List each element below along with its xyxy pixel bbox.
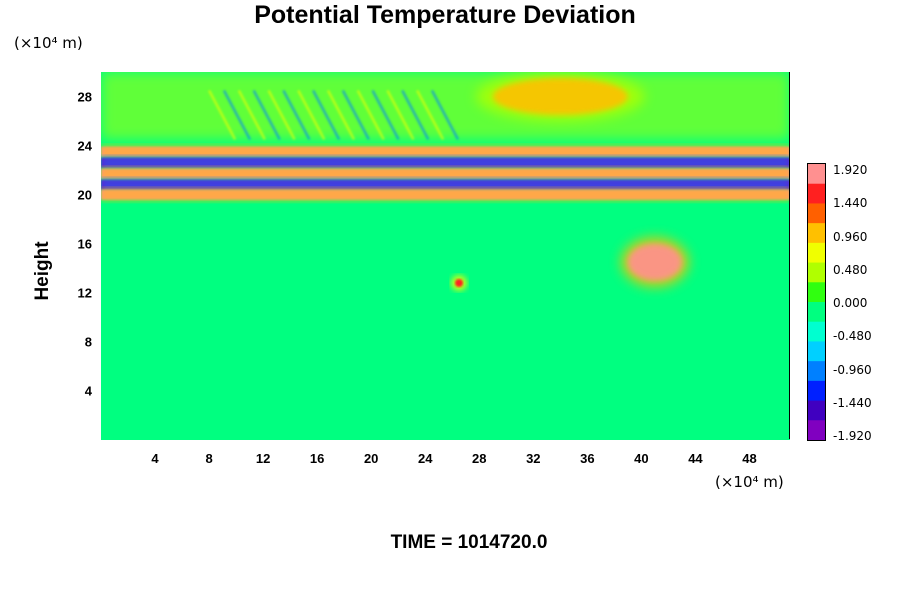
x-tick-label: 20: [363, 451, 379, 466]
x-tick-label: 24: [418, 451, 433, 466]
colorbar-tick-label: 1.920: [833, 163, 868, 177]
colorbar-tick-label: 0.960: [833, 229, 868, 244]
feature-band-edge: [101, 155, 790, 170]
colorbar-swatch: [808, 282, 825, 303]
x-tick-label: 4: [151, 451, 159, 466]
x-tick-label: 32: [526, 451, 541, 466]
colorbar-swatch: [808, 164, 825, 185]
colorbar-swatch: [808, 242, 825, 264]
y-tick-label: 8: [84, 334, 92, 350]
y-tick-label: 28: [77, 89, 92, 105]
feature-band-edge: [101, 187, 790, 202]
wave-stripe: [386, 89, 415, 141]
colorbar-tick-label: 1.440: [833, 196, 868, 211]
colorbar-swatch: [808, 223, 825, 244]
y-tick-label: 16: [77, 236, 92, 252]
colorbar-swatch: [808, 302, 825, 323]
upper-layer-tint: [101, 72, 790, 140]
y-axis-unit: (×10⁴ m): [14, 34, 83, 52]
colorbar-swatch: [808, 361, 825, 382]
colorbar-tick-label: 0.000: [833, 296, 868, 310]
x-tick-label: 44: [688, 451, 703, 466]
wave-stripe: [297, 89, 326, 141]
wave-stripe: [356, 89, 385, 141]
x-tick-label: 40: [634, 451, 649, 466]
wave-stripe: [401, 89, 430, 141]
colorbar-tick-label: -1.920: [833, 429, 872, 443]
lower-layer-tint: [101, 206, 790, 440]
colorbar-swatch: [808, 400, 825, 421]
wave-stripe: [326, 89, 356, 141]
heatmap-field: [101, 72, 790, 440]
colorbar-swatch: [808, 380, 825, 402]
wave-stripe: [371, 89, 400, 141]
feature-core: [455, 278, 464, 287]
chart-title: Potential Temperature Deviation: [254, 1, 636, 29]
plot-area: [101, 72, 790, 440]
feature-core: [627, 243, 682, 281]
colorbar-swatch: [808, 321, 825, 342]
wave-stripe: [267, 89, 296, 141]
wave-stripe: [282, 89, 311, 141]
y-tick-label: 20: [77, 187, 92, 203]
colorbar-swatch: [808, 203, 825, 224]
x-tick-label: 36: [580, 451, 595, 466]
x-tick-label: 8: [205, 451, 213, 466]
colorbar: [807, 163, 826, 441]
x-tick-label: 48: [742, 451, 757, 466]
wave-stripe: [237, 89, 266, 141]
wave-stripe: [252, 89, 281, 141]
wave-stripe: [222, 89, 252, 141]
wave-stripe: [311, 89, 341, 141]
y-tick-label: 24: [77, 138, 92, 154]
colorbar-tick-label: 0.480: [833, 262, 868, 277]
x-tick-label: 12: [255, 451, 271, 466]
x-tick-label: 28: [472, 451, 487, 466]
y-tick-label: 4: [84, 383, 92, 399]
wave-stripe: [341, 89, 370, 141]
y-axis-label: Height: [32, 241, 53, 301]
colorbar-swatch: [808, 420, 825, 441]
colorbar-swatches: [808, 164, 825, 441]
feature-band-edge: [101, 166, 790, 181]
feature-core: [492, 78, 628, 115]
x-axis-unit: (×10⁴ m): [715, 473, 784, 491]
y-tick-label: 12: [77, 285, 92, 301]
colorbar-tick-label: -1.440: [833, 395, 872, 410]
colorbar-tick-label: -0.960: [833, 362, 872, 377]
time-label: TIME = 1014720.0: [390, 532, 548, 553]
wave-stripe: [207, 89, 237, 141]
feature-band-edge: [101, 144, 790, 159]
wave-stripe: [416, 89, 445, 141]
x-tick-label: 16: [309, 451, 325, 466]
colorbar-swatch: [808, 341, 825, 362]
colorbar-swatch: [808, 183, 825, 204]
wave-stripe: [430, 89, 460, 141]
colorbar-swatch: [808, 262, 825, 283]
colorbar-tick-label: -0.480: [833, 329, 872, 344]
